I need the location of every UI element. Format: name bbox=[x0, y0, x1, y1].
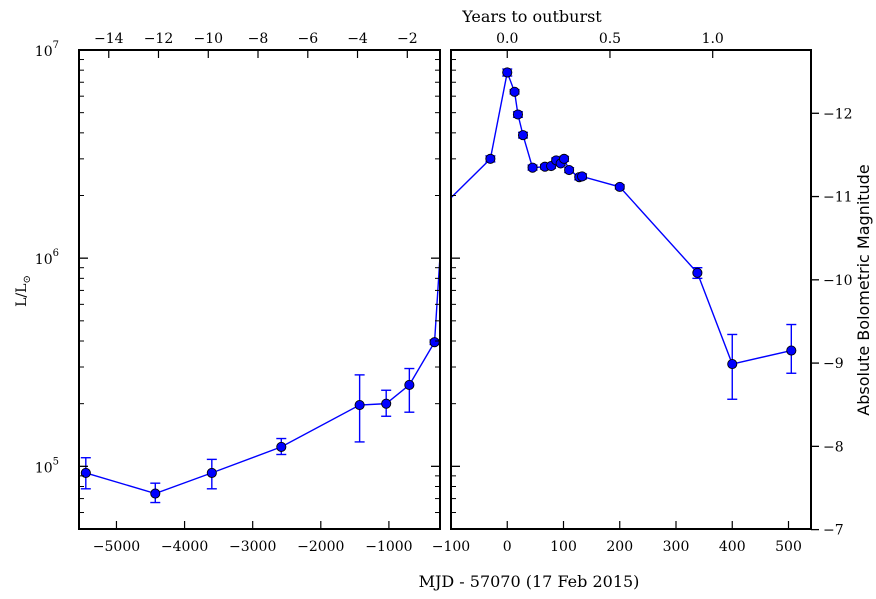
left-panel: −5000 −4000 −3000 −2000 −1000 −14 −12 −10 −8 −6 −4… bbox=[35, 31, 441, 555]
left-x-tick-label: −4000 bbox=[161, 539, 208, 555]
right-data-point bbox=[559, 153, 570, 164]
right-x-tick-label: 400 bbox=[719, 539, 746, 555]
left-x-tick-label: −1000 bbox=[365, 539, 412, 555]
left-frame bbox=[78, 49, 441, 530]
left-y-tick-label: 106 bbox=[35, 248, 59, 268]
right-mag-tick-label: −8 bbox=[823, 439, 844, 455]
right-data-point bbox=[786, 345, 797, 356]
right-y-axis-title: Absolute Bolometric Magnitude bbox=[854, 164, 873, 415]
left-data-point bbox=[80, 467, 91, 478]
right-x-tick-label: 0 bbox=[503, 539, 512, 555]
left-x-tick-label: −2000 bbox=[297, 539, 344, 555]
right-data-point bbox=[692, 267, 703, 278]
right-top-tick-label: 1.0 bbox=[702, 31, 724, 47]
right-data-point bbox=[485, 153, 496, 164]
left-top-tick-label: −14 bbox=[94, 31, 124, 47]
left-y-tick-label: 105 bbox=[35, 456, 59, 476]
left-top-tick-label: −6 bbox=[297, 31, 318, 47]
left-top-tick-label: −2 bbox=[397, 31, 418, 47]
left-data-point bbox=[404, 379, 415, 391]
right-plot-area bbox=[451, 67, 797, 400]
right-top-tick-label: 0.0 bbox=[496, 31, 518, 47]
left-top-tick-label: −12 bbox=[144, 31, 174, 47]
left-top-tick-label: −4 bbox=[347, 31, 368, 47]
right-mag-tick-label: −11 bbox=[823, 190, 853, 206]
right-frame bbox=[450, 49, 812, 530]
right-x-tick-label: 300 bbox=[663, 539, 690, 555]
right-x-tick-label: 100 bbox=[550, 539, 577, 555]
right-top-tick-label: 0.5 bbox=[599, 31, 621, 47]
right-mag-tick-label: −12 bbox=[823, 106, 853, 122]
right-data-point bbox=[564, 165, 575, 176]
left-data-point bbox=[150, 488, 161, 499]
shared-x-axis-title: MJD - 57070 (17 Feb 2015) bbox=[419, 572, 640, 591]
left-data-point bbox=[206, 467, 217, 478]
right-x-tick-label: 500 bbox=[775, 539, 802, 555]
right-data-point bbox=[502, 67, 513, 78]
right-x-tick-label: 200 bbox=[606, 539, 633, 555]
right-data-point bbox=[727, 358, 738, 370]
right-data-point bbox=[527, 162, 538, 173]
right-mag-tick-label: −10 bbox=[823, 273, 853, 289]
left-y-tick-label: 107 bbox=[35, 40, 59, 60]
left-x-tick-label: −5000 bbox=[93, 539, 140, 555]
right-mag-tick-label: −9 bbox=[823, 356, 844, 372]
right-mag-tick-label: −7 bbox=[823, 523, 844, 539]
right-data-point bbox=[512, 109, 523, 120]
right-data-point bbox=[614, 181, 625, 192]
left-data-point bbox=[276, 441, 287, 452]
left-data-point bbox=[381, 398, 392, 409]
right-data-point bbox=[517, 130, 529, 141]
left-data-point bbox=[354, 399, 365, 411]
right-panel: −100 0 100 200 300 400 500 0.0 0.5 1.0 −12 −11 −10 −9… bbox=[432, 31, 853, 555]
right-x-tick-label: −100 bbox=[432, 539, 470, 555]
left-top-tick-label: −8 bbox=[248, 31, 269, 47]
left-plot-area bbox=[80, 256, 440, 504]
left-x-tick-label: −3000 bbox=[229, 539, 276, 555]
left-y-axis-title: L/L⊙ bbox=[14, 275, 33, 307]
left-top-tick-label: −10 bbox=[194, 31, 224, 47]
right-data-point bbox=[577, 171, 588, 182]
top-axis-title: Years to outburst bbox=[461, 7, 602, 26]
right-data-point bbox=[509, 86, 520, 97]
right-series-line bbox=[451, 69, 792, 365]
left-series-line bbox=[85, 256, 440, 495]
left-data-point bbox=[429, 337, 440, 348]
